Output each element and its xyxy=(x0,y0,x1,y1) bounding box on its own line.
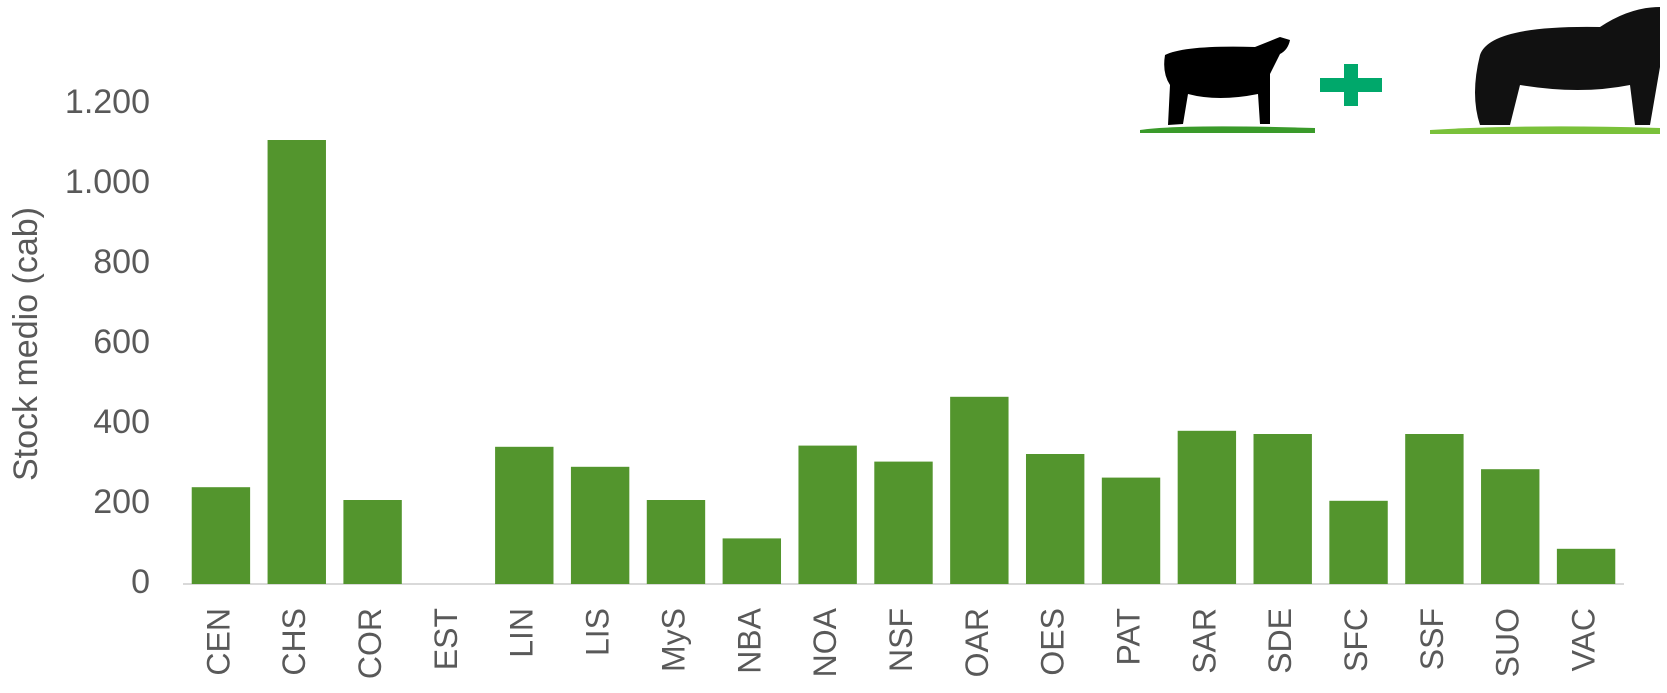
x-tick-label: PAT xyxy=(1110,608,1146,665)
x-tick-label: LIS xyxy=(580,608,616,656)
x-tick-label: SDE xyxy=(1262,608,1298,674)
bar xyxy=(495,447,553,584)
y-tick-label: 400 xyxy=(93,403,150,441)
y-tick-label: 600 xyxy=(93,323,150,361)
bar xyxy=(1405,434,1463,584)
bar xyxy=(1557,549,1615,584)
x-tick-label: OAR xyxy=(959,608,995,677)
bar xyxy=(1102,478,1160,584)
x-tick-label: SSF xyxy=(1414,608,1450,670)
x-tick-label: OES xyxy=(1035,608,1071,676)
x-tick-label: CEN xyxy=(200,608,236,676)
chart: Stock medio (cab) 0 200 400 600 800 1.000 1.20… xyxy=(0,0,1667,688)
x-tick-label: COR xyxy=(352,608,388,679)
bar xyxy=(1026,454,1084,584)
bar xyxy=(571,467,629,584)
x-tick-label: EST xyxy=(428,608,464,670)
x-tick-label: MyS xyxy=(655,608,691,672)
cattle-icons xyxy=(1140,7,1660,134)
bar xyxy=(268,140,326,584)
y-tick-label: 1.000 xyxy=(65,163,150,201)
x-tick-label: CHS xyxy=(276,608,312,676)
bar xyxy=(1329,501,1387,584)
bar xyxy=(1481,469,1539,584)
y-tick-label: 200 xyxy=(93,483,150,521)
x-tick-label: VAC xyxy=(1566,608,1602,671)
x-tick-label: NSF xyxy=(883,608,919,672)
bar xyxy=(723,538,781,584)
y-tick-label: 800 xyxy=(93,243,150,281)
bar xyxy=(874,462,932,584)
y-tick-label: 0 xyxy=(131,563,150,601)
x-tick-label: SAR xyxy=(1186,608,1222,674)
bar xyxy=(647,500,705,584)
x-tick-label: SFC xyxy=(1338,608,1374,672)
bar xyxy=(192,487,250,584)
x-tick-label: NBA xyxy=(731,607,767,673)
x-tick-label: SUO xyxy=(1490,608,1526,677)
bar xyxy=(798,446,856,584)
bar xyxy=(343,500,401,584)
bar xyxy=(950,397,1008,584)
x-tick-label: NOA xyxy=(807,607,843,677)
bar xyxy=(1178,431,1236,584)
x-tick-label: LIN xyxy=(504,608,540,658)
page: {"chart_data": {"type": "bar", "y_label"… xyxy=(0,0,1667,693)
y-axis-label: Stock medio (cab) xyxy=(7,207,45,481)
bar xyxy=(1254,434,1312,584)
y-tick-label: 1.200 xyxy=(65,83,150,121)
